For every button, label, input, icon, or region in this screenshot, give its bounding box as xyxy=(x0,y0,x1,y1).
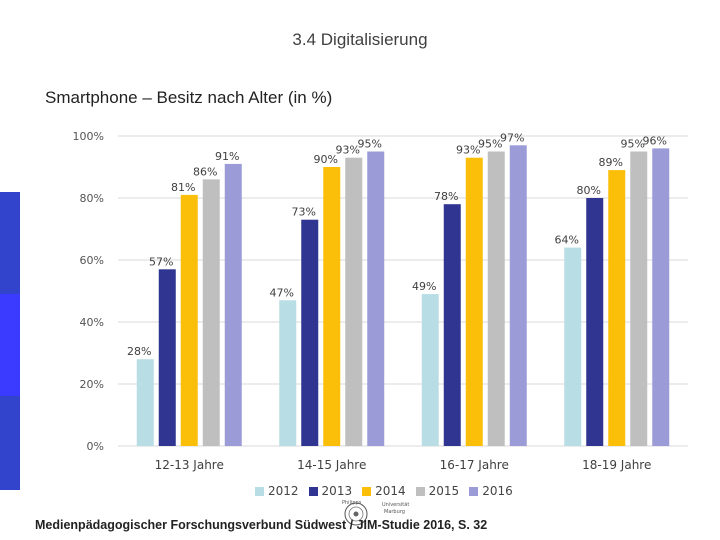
legend-label: 2015 xyxy=(428,484,460,498)
data-label: 86% xyxy=(193,165,217,178)
side-accent-2 xyxy=(0,294,20,396)
legend-label: 2012 xyxy=(268,484,299,498)
legend-swatch xyxy=(362,486,372,496)
bar xyxy=(323,167,341,446)
y-tick-label: 20% xyxy=(80,378,104,391)
bar xyxy=(367,151,385,446)
legend-swatch xyxy=(308,486,318,496)
data-label: 95% xyxy=(621,138,645,151)
data-label: 49% xyxy=(412,280,436,293)
y-tick-label: 0% xyxy=(87,440,104,453)
bar xyxy=(224,163,242,446)
data-label: 90% xyxy=(314,153,338,166)
y-tick-label: 60% xyxy=(80,254,104,267)
side-accent-3 xyxy=(0,396,20,490)
university-logo: Philipps Universität Marburg xyxy=(340,500,410,526)
data-label: 91% xyxy=(215,150,239,163)
data-label: 80% xyxy=(577,184,601,197)
y-tick-label: 80% xyxy=(80,192,104,205)
data-label: 78% xyxy=(434,190,458,203)
x-category-label: 14-15 Jahre xyxy=(297,458,366,472)
legend-label: 2016 xyxy=(482,484,513,498)
side-accent-1 xyxy=(0,192,20,294)
data-label: 93% xyxy=(336,144,360,157)
slide-header: 3.4 Digitalisierung xyxy=(292,30,428,49)
y-tick-label: 40% xyxy=(80,316,104,329)
data-label: 96% xyxy=(643,134,667,147)
y-tick-label: 100% xyxy=(73,130,104,143)
data-label: 28% xyxy=(127,345,151,358)
source-footer: Medienpädagogischer Forschungsverbund Sü… xyxy=(35,518,488,532)
bar xyxy=(630,151,648,446)
bar xyxy=(202,179,220,446)
bar xyxy=(421,294,439,446)
bar xyxy=(279,300,297,446)
legend-swatch xyxy=(415,486,425,496)
logo-text-right-bottom: Marburg xyxy=(384,509,405,515)
legend-item: 2016 xyxy=(469,484,513,498)
bar xyxy=(301,219,319,446)
data-label: 73% xyxy=(292,206,316,219)
data-label: 57% xyxy=(149,255,173,268)
x-category-label: 16-17 Jahre xyxy=(440,458,509,472)
data-label: 95% xyxy=(358,138,382,151)
legend-label: 2014 xyxy=(375,484,406,498)
bar xyxy=(136,359,154,446)
data-label: 95% xyxy=(478,138,502,151)
x-category-label: 12-13 Jahre xyxy=(155,458,224,472)
data-label: 64% xyxy=(555,234,579,247)
data-label: 93% xyxy=(456,144,480,157)
legend-item: 2015 xyxy=(415,484,460,498)
x-category-label: 18-19 Jahre xyxy=(582,458,651,472)
chart-legend: 2012 2013 2014 2015 2016 xyxy=(255,484,513,498)
data-label: 81% xyxy=(171,181,195,194)
legend-swatch xyxy=(255,486,264,496)
bar xyxy=(586,198,604,446)
bar xyxy=(509,145,527,447)
bar xyxy=(608,170,626,446)
legend-swatch xyxy=(469,486,479,496)
bar xyxy=(443,204,461,446)
bar xyxy=(487,151,505,446)
bar xyxy=(652,148,670,446)
chart-subtitle: Smartphone – Besitz nach Alter (in %) xyxy=(45,88,333,107)
bar xyxy=(465,157,483,446)
logo-text-left: Philipps xyxy=(342,500,362,506)
legend-item: 2014 xyxy=(362,484,406,498)
data-label: 89% xyxy=(599,156,623,169)
data-label: 47% xyxy=(270,286,294,299)
bar xyxy=(345,157,363,446)
bar xyxy=(180,194,198,446)
logo-text-right-top: Universität xyxy=(382,502,410,508)
legend-item: 2012 xyxy=(255,484,299,498)
legend-label: 2013 xyxy=(321,484,353,498)
legend-item: 2013 xyxy=(308,484,353,498)
bar xyxy=(158,269,176,446)
bar xyxy=(564,247,582,446)
data-label: 97% xyxy=(500,131,524,144)
